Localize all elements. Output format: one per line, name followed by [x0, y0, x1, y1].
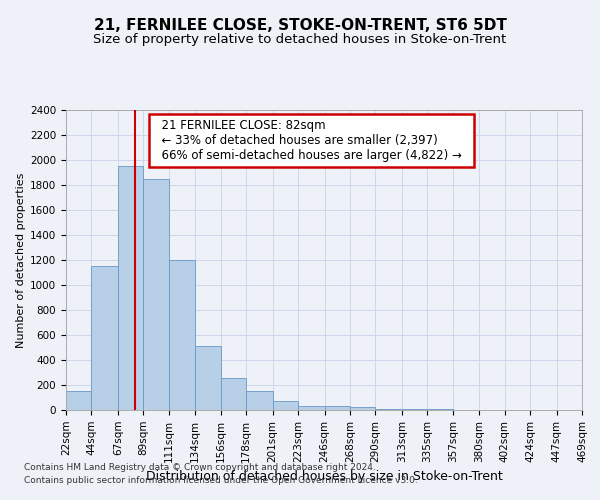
Text: Contains HM Land Registry data © Crown copyright and database right 2024.: Contains HM Land Registry data © Crown c…: [24, 462, 376, 471]
Bar: [272, 400, 298, 410]
Bar: [376, 409, 402, 410]
Bar: [143, 179, 169, 410]
Bar: [298, 406, 325, 410]
Bar: [169, 260, 195, 410]
Bar: [325, 406, 350, 410]
Bar: [66, 391, 91, 410]
Text: 21, FERNILEE CLOSE, STOKE-ON-TRENT, ST6 5DT: 21, FERNILEE CLOSE, STOKE-ON-TRENT, ST6 …: [94, 18, 506, 32]
Bar: [91, 266, 118, 410]
X-axis label: Distribution of detached houses by size in Stoke-on-Trent: Distribution of detached houses by size …: [146, 470, 502, 483]
Bar: [221, 378, 246, 410]
Bar: [246, 390, 272, 410]
Bar: [195, 346, 221, 410]
Y-axis label: Number of detached properties: Number of detached properties: [16, 172, 26, 348]
Bar: [402, 409, 427, 410]
Bar: [118, 166, 143, 410]
Text: Size of property relative to detached houses in Stoke-on-Trent: Size of property relative to detached ho…: [94, 32, 506, 46]
Text: 21 FERNILEE CLOSE: 82sqm
  ← 33% of detached houses are smaller (2,397)
  66% of: 21 FERNILEE CLOSE: 82sqm ← 33% of detach…: [154, 119, 469, 162]
Bar: [350, 406, 376, 410]
Text: Contains public sector information licensed under the Open Government Licence v3: Contains public sector information licen…: [24, 476, 418, 485]
